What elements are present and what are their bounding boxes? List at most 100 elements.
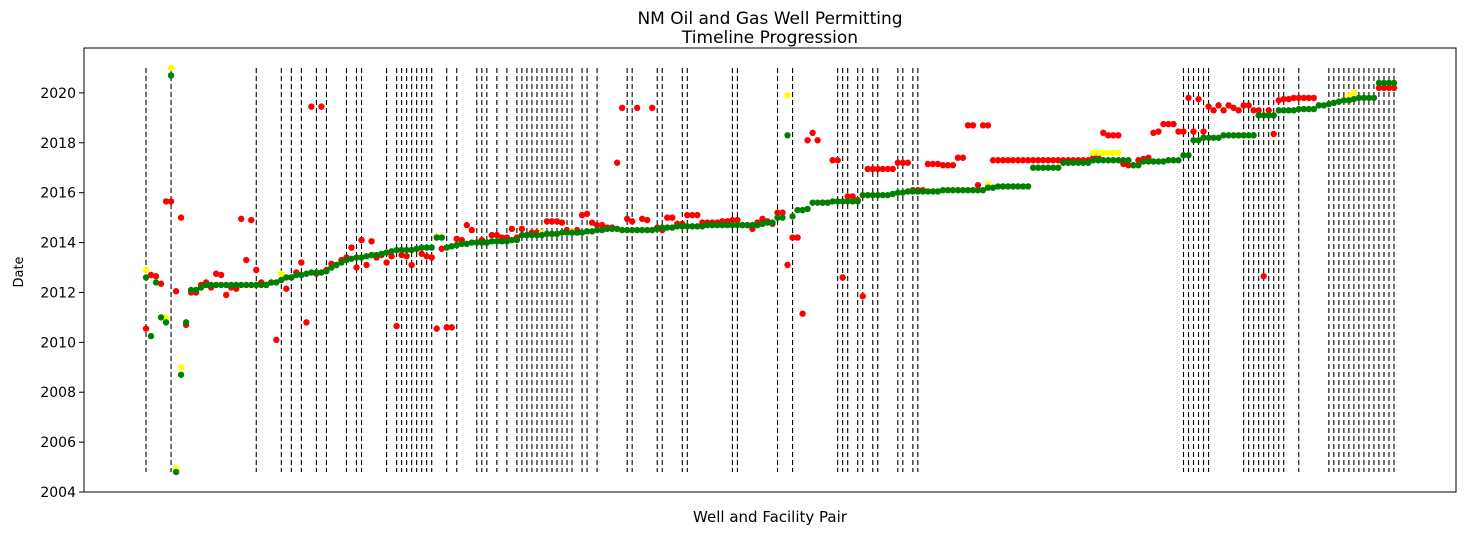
scatter-point: [1004, 183, 1012, 190]
scatter-point: [789, 234, 796, 241]
scatter-point: [298, 271, 305, 279]
scatter-point: [1004, 157, 1012, 164]
scatter-point: [508, 225, 516, 233]
scatter-point: [709, 221, 716, 229]
scatter-point: [613, 159, 621, 166]
scatter-point: [1170, 120, 1177, 128]
scatter-point: [433, 234, 440, 241]
scatter-point: [929, 160, 937, 168]
scatter-point: [684, 223, 691, 230]
scatter-point: [358, 254, 365, 261]
scatter-point: [654, 225, 661, 233]
scatter-point: [1029, 164, 1037, 171]
scatter-point: [859, 292, 866, 300]
scatter-point: [278, 270, 285, 277]
scatter-point: [248, 281, 255, 289]
scatter-point: [1125, 157, 1132, 164]
scatter-point: [729, 216, 736, 224]
scatter-point: [388, 253, 395, 260]
scatter-point: [939, 162, 947, 169]
scatter-point: [1140, 158, 1147, 165]
scatter-point: [869, 165, 876, 173]
scatter-point: [217, 281, 225, 289]
scatter-point: [498, 238, 506, 245]
scatter-point: [999, 157, 1007, 164]
scatter-point: [1100, 129, 1107, 137]
scatter-point: [483, 239, 491, 246]
scatter-point: [1105, 149, 1112, 156]
scatter-point: [448, 324, 455, 331]
scatter-point: [784, 92, 791, 99]
scatter-point: [177, 364, 185, 371]
scatter-point: [844, 193, 851, 200]
scatter-point: [1095, 157, 1102, 164]
scatter-point: [1180, 152, 1187, 159]
scatter-point: [323, 268, 330, 275]
scatter-point: [1265, 107, 1272, 114]
scatter-point: [759, 215, 766, 223]
scatter-point: [423, 253, 430, 260]
scatter-point: [1135, 157, 1142, 164]
scatter-point: [1175, 128, 1182, 135]
scatter-point: [914, 188, 922, 195]
scatter-point: [298, 259, 305, 266]
scatter-point: [1090, 149, 1097, 156]
scatter-point: [1180, 128, 1187, 135]
scatter-point: [1029, 157, 1037, 164]
scatter-point: [1210, 134, 1217, 141]
scatter-point: [523, 231, 531, 239]
scatter-point: [288, 274, 295, 281]
y-axis-ticks: 2004 2006 2008 2010 2012 2014 2016 2018 2020: [40, 86, 84, 501]
scatter-point: [1034, 164, 1042, 171]
scatter-point: [899, 159, 907, 166]
scatter-point: [162, 319, 170, 326]
chart-title-line2: Timeline Progression: [681, 28, 858, 48]
scatter-point: [1350, 89, 1358, 97]
scatter-point: [934, 160, 942, 168]
scatter-point: [874, 191, 881, 199]
scatter-point: [904, 188, 912, 195]
scatter-point: [789, 213, 796, 220]
scatter-point: [453, 241, 460, 249]
scatter-point: [1225, 132, 1232, 139]
scatter-point: [568, 229, 576, 236]
scatter-point: [784, 132, 791, 139]
scatter-point: [1130, 162, 1137, 169]
scatter-point: [1365, 94, 1373, 102]
scatter-point: [278, 276, 285, 284]
scatter-point: [403, 253, 410, 260]
scatter-point: [162, 314, 170, 321]
scatter-point: [228, 281, 235, 289]
scatter-point: [764, 219, 771, 226]
y-tick-label: 2014: [40, 236, 76, 252]
scatter-point: [704, 221, 711, 229]
scatter-point: [623, 226, 631, 234]
scatter-point: [1110, 149, 1117, 156]
scatter-point: [328, 264, 335, 271]
scatter-point: [438, 234, 445, 241]
scatter-point: [448, 243, 455, 250]
scatter-point: [1049, 157, 1057, 164]
scatter-point: [593, 226, 601, 234]
scatter-point: [147, 271, 155, 279]
scatter-point: [779, 214, 786, 221]
scatter-point: [1225, 102, 1232, 109]
scatter-point: [719, 221, 726, 229]
scatter-point: [779, 209, 786, 216]
scatter-point: [518, 231, 526, 239]
scatter-point: [1095, 149, 1102, 156]
scatter-point: [1054, 157, 1062, 164]
scatter-point: [1110, 157, 1117, 164]
scatter-point: [558, 229, 566, 236]
scatter-point: [518, 225, 526, 233]
scatter-point: [1215, 102, 1222, 109]
scatter-point: [1110, 132, 1117, 139]
scatter-point: [187, 286, 195, 294]
scatter-point: [488, 238, 496, 245]
scatter-point: [909, 188, 917, 195]
scatter-point: [578, 211, 586, 219]
scatter-point: [1185, 152, 1192, 159]
scatter-point: [318, 103, 325, 110]
scatter-point: [1085, 159, 1092, 166]
